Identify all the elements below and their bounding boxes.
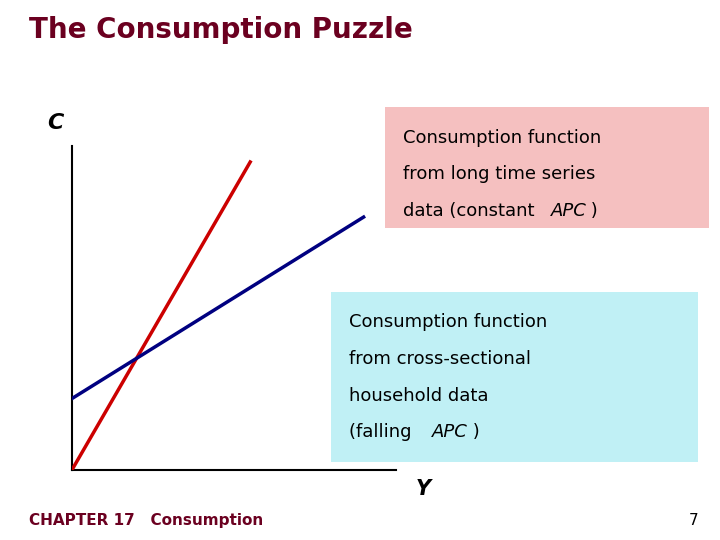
Text: The Consumption Puzzle: The Consumption Puzzle xyxy=(29,16,413,44)
Text: 7: 7 xyxy=(689,513,698,528)
Text: (falling: (falling xyxy=(349,423,418,441)
Text: ): ) xyxy=(467,423,480,441)
Text: ): ) xyxy=(585,202,598,220)
Text: from cross-sectional: from cross-sectional xyxy=(349,350,531,368)
Text: Consumption function: Consumption function xyxy=(349,313,547,331)
Text: Y: Y xyxy=(415,479,431,500)
Text: data (constant: data (constant xyxy=(403,202,541,220)
Text: household data: household data xyxy=(349,387,489,404)
Text: APC: APC xyxy=(432,423,468,441)
Text: C: C xyxy=(48,113,64,133)
Text: APC: APC xyxy=(551,202,587,220)
Text: CHAPTER 17   Consumption: CHAPTER 17 Consumption xyxy=(29,513,263,528)
Text: from long time series: from long time series xyxy=(403,165,595,183)
Text: Consumption function: Consumption function xyxy=(403,129,601,146)
